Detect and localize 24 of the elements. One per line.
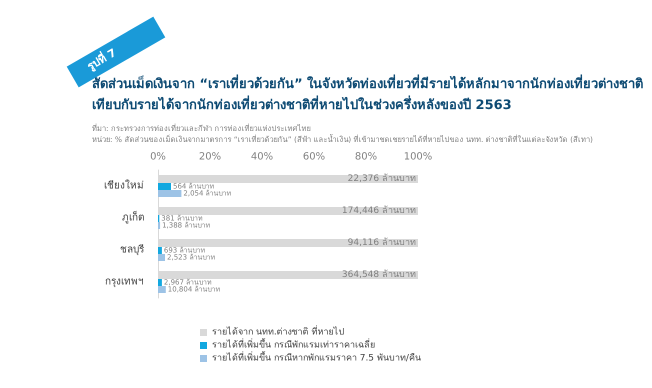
annotation: 174,446 ล้านบาท: [342, 205, 416, 216]
bar: [158, 286, 166, 293]
annotation: 22,376 ล้านบาท: [348, 173, 416, 184]
x-tick-label: 100%: [404, 152, 432, 162]
legend-label: รายได้ที่เพิ่มขึ้น กรณีพักแรมเท่าราคาเฉลี่ย: [212, 338, 375, 350]
y-tick-label: ชลบุรี: [120, 244, 145, 256]
legend-label: รายได้ที่เพิ่มขึ้น กรณีหากพักแรมราคา 7.5 พันบาท/คืน: [212, 350, 421, 364]
x-tick-label: 80%: [354, 152, 378, 162]
y-tick-label: ภูเก็ต: [122, 210, 144, 224]
legend-label: รายได้จาก นทท.ต่างชาติ ที่หายไป: [212, 324, 345, 338]
chart-title: สัดส่วนเม็ดเงินจาก “เราเที่ยวด้วยกัน” ในจังหวัดท่องเที่ยวที่มีรายได้หลักมาจากนักท่องเที่ยวต่างชาติ เทียบกับรายได้จากนักท่องเที่ยวต่างชาติที่หายไปในช่วงครึ่งหลังของปี 2563: [92, 74, 644, 115]
bar: [158, 183, 171, 190]
x-tick-label: 40%: [250, 152, 274, 162]
annotation: 94,116 ล้านบาท: [348, 237, 416, 248]
x-tick-label: 60%: [302, 152, 326, 162]
annotation: 364,548 ล้านบาท: [342, 269, 416, 280]
bar: [158, 247, 162, 254]
y-tick-label: เชียงใหม่: [104, 180, 144, 192]
bar: [158, 254, 166, 261]
bar: [158, 190, 182, 197]
bar: [158, 279, 162, 286]
x-tick-label: 0%: [150, 152, 166, 162]
x-tick-label: 20%: [198, 152, 222, 162]
y-tick-label: กรุงเทพฯ: [105, 276, 144, 288]
